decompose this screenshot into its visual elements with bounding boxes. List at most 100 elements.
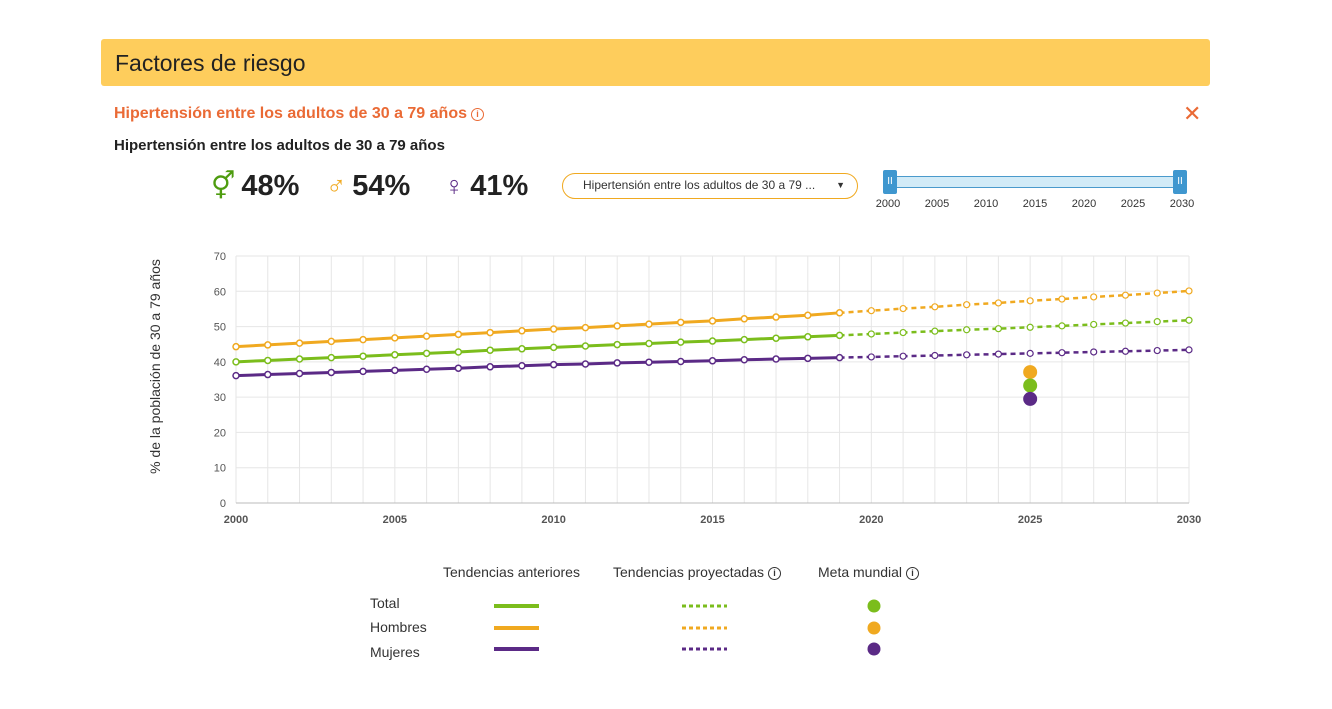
data-point: [549, 360, 558, 369]
data-point-projected: [1090, 293, 1098, 301]
data-point: [232, 342, 240, 351]
legend-row-mujeres: Mujeres: [370, 644, 420, 660]
both-sexes-icon: ⚥: [211, 171, 236, 201]
data-point-projected: [994, 325, 1003, 333]
data-point: [804, 354, 812, 363]
x-tick-label: 2005: [383, 514, 407, 526]
y-tick-label: 70: [214, 251, 226, 263]
section-title: Factores de riesgo: [115, 50, 306, 76]
data-point-projected: [899, 328, 907, 337]
data-point: [676, 318, 685, 327]
data-point-projected: [867, 307, 875, 315]
legend-row-hombres: Hombres: [370, 619, 427, 635]
data-point: [391, 366, 399, 375]
data-point: [708, 357, 717, 365]
data-point: [581, 323, 590, 332]
target-marker: [1023, 378, 1038, 393]
data-point-projected: [1121, 347, 1130, 355]
y-axis-label: % de la población de 30 a 79 años: [147, 259, 163, 474]
range-start-handle[interactable]: II: [883, 170, 897, 194]
data-point: [359, 352, 367, 360]
data-point: [676, 338, 685, 346]
data-point: [804, 311, 812, 320]
data-point: [232, 358, 240, 366]
data-point: [804, 333, 812, 341]
indicator-title: Hipertensión entre los adultos de 30 a 7…: [114, 105, 484, 123]
range-end-handle[interactable]: II: [1173, 170, 1187, 194]
data-point-projected: [1058, 295, 1066, 303]
range-tick-label: 2010: [973, 198, 999, 210]
data-point: [391, 334, 399, 342]
data-point: [264, 356, 272, 365]
stat-both-sexes: ⚥ 48%: [211, 170, 299, 203]
data-point-projected: [931, 351, 939, 360]
data-point-projected: [1185, 287, 1193, 295]
data-point: [486, 328, 494, 337]
data-point-projected: [1058, 349, 1066, 357]
legend-swatch-dot: [867, 621, 881, 635]
data-point-projected: [931, 327, 939, 335]
data-point: [518, 327, 526, 335]
x-tick-label: 2030: [1177, 514, 1201, 526]
y-tick-label: 60: [214, 286, 226, 298]
info-icon[interactable]: i: [471, 108, 484, 121]
data-point: [835, 331, 844, 340]
data-point-projected: [994, 299, 1003, 307]
legend-header-target-text: Meta mundial: [818, 564, 903, 580]
chart-heading: Hipertensión entre los adultos de 30 a 7…: [114, 137, 445, 154]
data-point: [645, 339, 653, 348]
data-point: [264, 341, 272, 349]
data-point: [772, 355, 780, 363]
y-tick-label: 40: [214, 357, 226, 369]
x-tick-label: 2015: [700, 514, 724, 526]
stat-value-female: 41%: [470, 170, 529, 202]
y-tick-label: 0: [220, 498, 226, 510]
series-line-historical: [235, 356, 840, 378]
data-point-projected: [1153, 346, 1161, 355]
data-point-projected: [1026, 323, 1034, 331]
series-line-projected: [839, 318, 1190, 337]
data-point: [422, 349, 431, 358]
range-tick-label: 2025: [1120, 198, 1146, 210]
caret-down-icon: ▼: [836, 180, 845, 190]
range-tick-label: 2030: [1169, 198, 1195, 210]
x-tick-label: 2010: [541, 514, 565, 526]
info-icon[interactable]: i: [906, 567, 920, 580]
data-point-projected: [1121, 291, 1130, 299]
data-point: [422, 332, 431, 340]
indicator-title-text: Hipertensión entre los adultos de 30 a 7…: [114, 105, 467, 122]
stat-male: ♂ 54%: [326, 170, 410, 203]
data-point-projected: [899, 304, 907, 313]
legend-header-past: Tendencias anteriores: [443, 564, 580, 580]
data-point: [613, 322, 621, 330]
section-header: Factores de riesgo: [101, 39, 1210, 86]
data-point-projected: [1090, 348, 1098, 356]
range-tick-label: 2015: [1022, 198, 1048, 210]
data-point: [518, 345, 526, 353]
data-point-projected: [931, 303, 939, 311]
indicator-select-value: Hipertensión entre los adultos de 30 a 7…: [583, 178, 816, 192]
data-point-projected: [867, 353, 875, 361]
data-point: [613, 359, 621, 367]
data-point: [454, 348, 463, 356]
data-point: [740, 335, 749, 344]
data-point: [454, 330, 463, 339]
data-point-projected: [1153, 318, 1161, 326]
y-tick-label: 10: [214, 463, 226, 475]
legend-header-projected: Tendencias proyectadas i: [613, 564, 781, 580]
x-tick-label: 2020: [859, 514, 883, 526]
range-tick-label: 2005: [924, 198, 950, 210]
legend-swatch-dot: [867, 599, 881, 613]
x-tick-label: 2000: [224, 514, 248, 526]
data-point: [740, 315, 749, 323]
data-point-projected: [1090, 320, 1098, 329]
indicator-select[interactable]: Hipertensión entre los adultos de 30 a 7…: [562, 173, 858, 199]
female-icon: ♀: [444, 171, 465, 201]
data-point-projected: [1026, 297, 1034, 305]
close-icon[interactable]: ✕: [1183, 101, 1202, 126]
stat-value-male: 54%: [352, 170, 411, 202]
data-point: [327, 353, 336, 362]
info-icon[interactable]: i: [768, 567, 781, 580]
data-point: [422, 365, 431, 374]
data-point-projected: [1185, 316, 1193, 324]
